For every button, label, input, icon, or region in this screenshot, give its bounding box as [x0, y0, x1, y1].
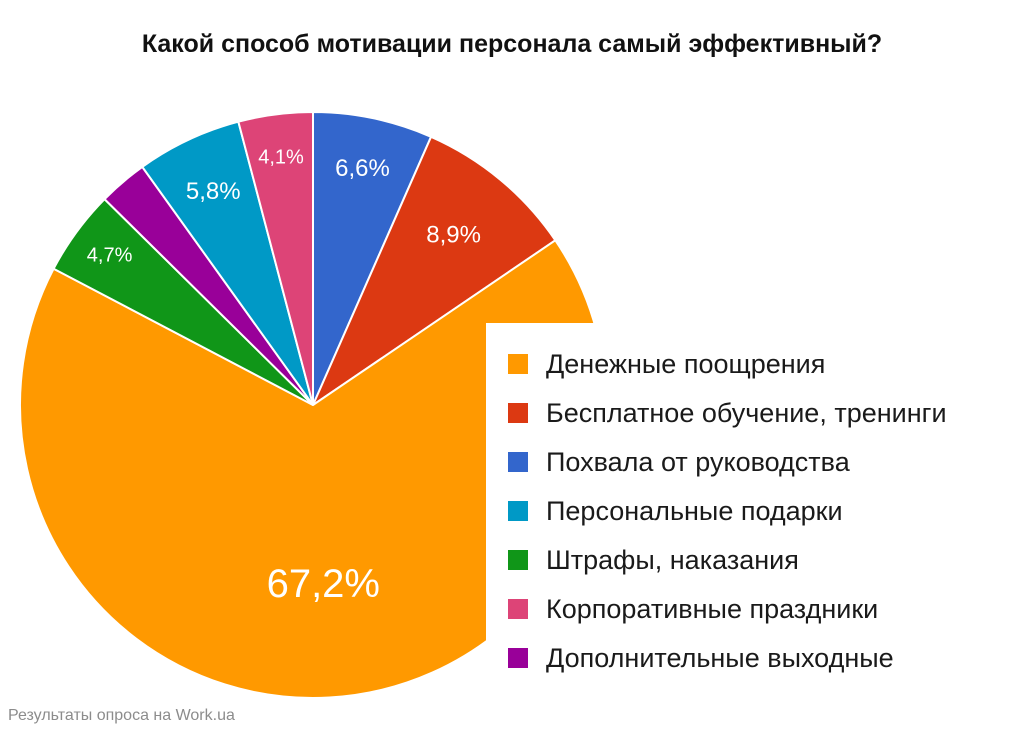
- legend-label: Бесплатное обучение, тренинги: [546, 397, 947, 428]
- slice-value-label: 6,6%: [335, 155, 390, 182]
- legend-label: Дополнительные выходные: [546, 642, 894, 673]
- legend-swatch: [508, 452, 528, 472]
- pie-slice: [310, 135, 557, 408]
- legend-item-gifts: Персональные подарки: [508, 496, 843, 526]
- legend-swatch: [508, 354, 528, 374]
- legend-item-corporate-parties: Корпоративные праздники: [508, 594, 878, 624]
- legend-item-penalties: Штрафы, наказания: [508, 545, 799, 575]
- legend-label: Штрафы, наказания: [546, 544, 799, 575]
- legend-label: Персональные подарки: [546, 495, 843, 526]
- legend-swatch: [508, 599, 528, 619]
- legend-swatch: [508, 403, 528, 423]
- legend-item-praise: Похвала от руководства: [508, 447, 850, 477]
- legend-item-training: Бесплатное обучение, тренинги: [508, 398, 947, 428]
- legend-label: Корпоративные праздники: [546, 593, 879, 624]
- legend: Денежные поощрения Бесплатное обучение, …: [486, 323, 1018, 683]
- chart-title: Какой способ мотивации персонала самый э…: [141, 30, 883, 58]
- legend-item-money: Денежные поощрения: [508, 349, 825, 379]
- legend-item-days-off: Дополнительные выходные: [508, 643, 894, 673]
- slice-value-label: 67,2%: [267, 562, 380, 606]
- legend-swatch: [508, 550, 528, 570]
- legend-label: Денежные поощрения: [546, 348, 826, 379]
- pie-slice: [237, 110, 314, 406]
- legend-swatch: [508, 501, 528, 521]
- slice-value-label: 5,8%: [186, 178, 241, 205]
- slice-value-label: 4,1%: [258, 146, 304, 168]
- legend-label: Похвала от руководства: [546, 446, 850, 477]
- source-note: Результаты опроса на Work.ua: [8, 707, 235, 724]
- legend-swatch: [508, 648, 528, 668]
- pie-slice: [312, 110, 433, 406]
- slice-value-label: 8,9%: [426, 221, 481, 248]
- slice-value-label: 4,7%: [87, 245, 133, 267]
